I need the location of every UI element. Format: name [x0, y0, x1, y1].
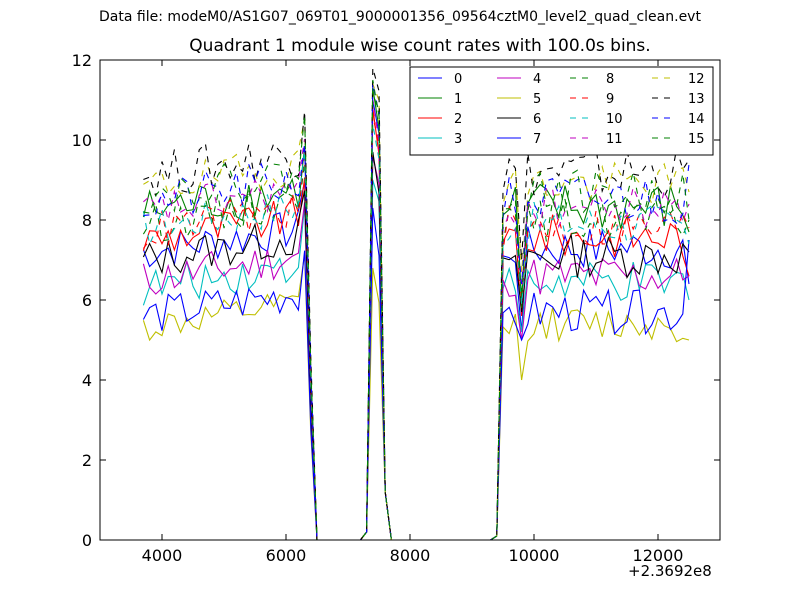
series-line-8 — [142, 91, 690, 541]
legend-label-12: 12 — [688, 72, 705, 87]
series-line-9 — [142, 115, 690, 541]
series-line-11 — [143, 99, 690, 541]
legend-label-9: 9 — [606, 92, 614, 107]
figure-suptitle: Data file: modeM0/AS1G07_069T01_90000013… — [99, 9, 701, 25]
legend-label-2: 2 — [454, 112, 462, 127]
legend-label-11: 11 — [606, 132, 623, 147]
series-line-14 — [143, 83, 690, 541]
legend-label-15: 15 — [688, 132, 705, 147]
x-tick-label: 8000 — [390, 546, 431, 565]
legend-label-4: 4 — [533, 72, 541, 87]
x-offset-label: +2.3692e8 — [628, 562, 712, 580]
legend-label-1: 1 — [454, 92, 462, 107]
series-line-4 — [142, 155, 690, 541]
x-tick-label: 4000 — [142, 546, 183, 565]
legend-label-7: 7 — [533, 132, 541, 147]
y-tick-label: 10 — [72, 131, 92, 150]
series-line-15 — [143, 79, 690, 541]
legend-label-8: 8 — [606, 72, 614, 87]
legend-box — [409, 66, 714, 156]
chart-title: Quadrant 1 module wise count rates with … — [189, 36, 651, 56]
y-tick-label: 4 — [82, 371, 92, 390]
y-tick-label: 0 — [82, 531, 92, 550]
series-line-10 — [142, 123, 690, 541]
legend-label-10: 10 — [606, 112, 623, 127]
y-tick-label: 2 — [82, 451, 92, 470]
legend-label-6: 6 — [533, 112, 541, 127]
legend-label-5: 5 — [533, 92, 541, 107]
y-tick-label: 8 — [82, 211, 92, 230]
y-tick-label: 6 — [82, 291, 92, 310]
y-tick-label: 12 — [72, 51, 92, 70]
legend-label-3: 3 — [454, 132, 462, 147]
series-line-7 — [142, 207, 690, 541]
legend-label-0: 0 — [454, 72, 462, 87]
series-line-2 — [142, 107, 690, 541]
series-line-5 — [142, 254, 690, 541]
legend-label-14: 14 — [688, 112, 705, 127]
x-tick-label: 10000 — [509, 546, 560, 565]
series-line-1 — [142, 87, 690, 541]
x-tick-label: 6000 — [266, 546, 307, 565]
x-tick-label: 12000 — [633, 546, 684, 565]
legend-label-13: 13 — [688, 92, 705, 107]
